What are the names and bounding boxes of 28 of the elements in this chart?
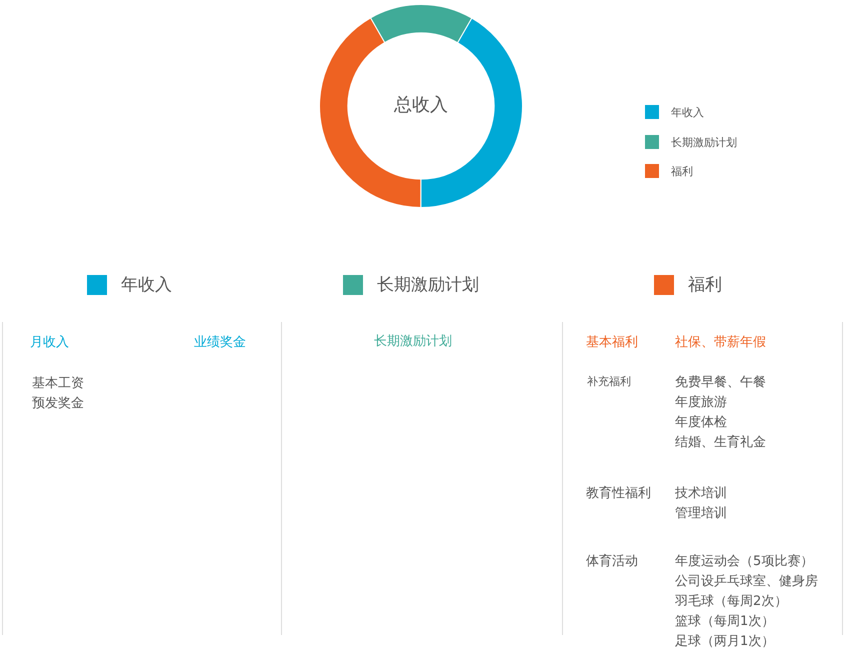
text: 月收入	[30, 335, 69, 351]
text: 技术培训	[675, 486, 727, 502]
text: 年度运动会（5项比赛）	[675, 554, 814, 570]
text: 免费早餐、午餐	[675, 375, 766, 391]
text: 足球（两月1次）	[675, 634, 774, 650]
text: 基本福利	[586, 335, 638, 351]
text: 体育活动	[586, 554, 638, 570]
text: 管理培训	[675, 506, 727, 522]
text: 教育性福利	[586, 486, 651, 502]
legend-label: 年收入	[671, 105, 704, 121]
category-label: 福利	[688, 275, 722, 295]
text: 年度旅游	[675, 395, 727, 411]
text: 长期激励计划	[374, 334, 452, 350]
legend-label: 福利	[671, 164, 693, 180]
legend-label: 长期激励计划	[671, 134, 737, 150]
text: 业绩奖金	[194, 335, 246, 351]
text: 羽毛球（每周2次）	[675, 594, 788, 610]
text: 总收入	[393, 94, 448, 116]
category-label: 年收入	[121, 275, 172, 295]
text: 社保、带薪年假	[675, 335, 766, 351]
text: 补充福利	[587, 374, 631, 390]
text: 年度体检	[675, 415, 727, 431]
text: 公司设乒乓球室、健身房	[675, 574, 818, 590]
text: 结婚、生育礼金	[675, 435, 766, 451]
text: 预发奖金	[32, 396, 84, 412]
category-label: 长期激励计划	[377, 275, 479, 295]
text: 篮球（每周1次）	[675, 614, 774, 630]
text: 基本工资	[32, 376, 84, 392]
